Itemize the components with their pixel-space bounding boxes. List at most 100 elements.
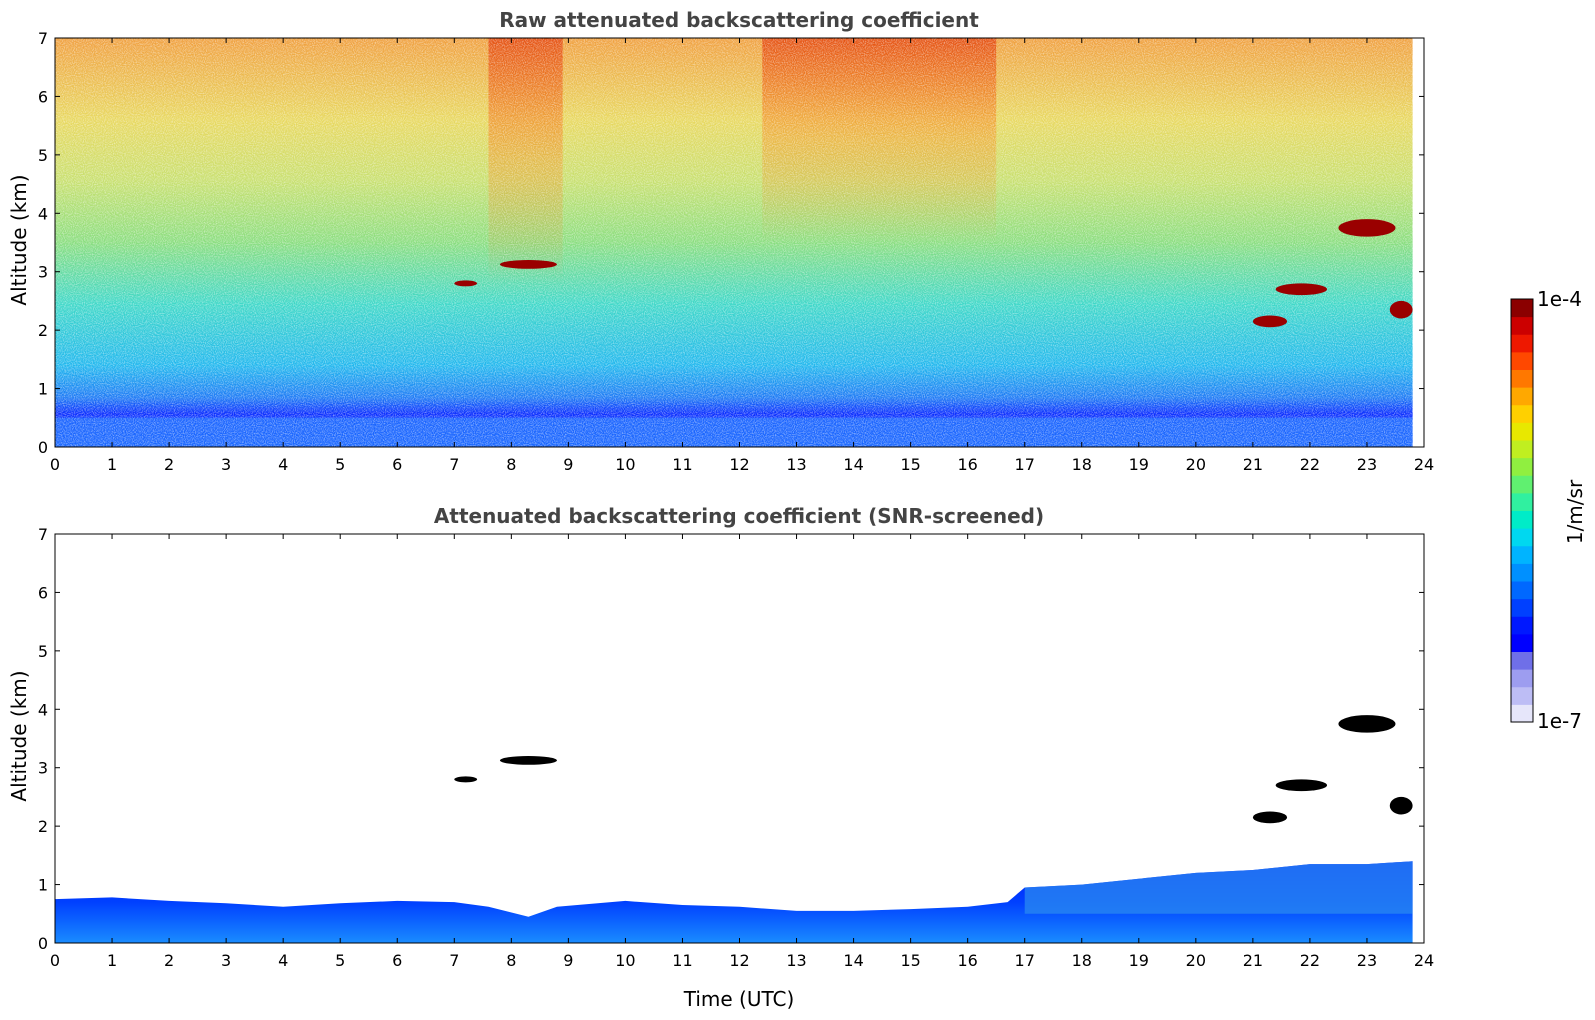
- panel2-xtick-label: 20: [1186, 951, 1206, 970]
- panel2-xtick-label: 22: [1300, 951, 1320, 970]
- cloud-layer: [454, 776, 478, 783]
- panel2-ytick-label: 7: [38, 525, 48, 544]
- panel1-xtick-label: 6: [392, 455, 402, 474]
- colorbar: 1e-4 1e-7 1/m/sr: [1510, 287, 1587, 733]
- panel1-xtick-label: 0: [50, 455, 60, 474]
- panel1-xtick-label: 12: [729, 455, 749, 474]
- colorbar-swatch: [1511, 387, 1533, 406]
- panel1-xtick-label: 3: [221, 455, 231, 474]
- panel1-xtick-label: 18: [1072, 455, 1092, 474]
- cloud-layer: [499, 260, 557, 269]
- panel1-ytick-label: 3: [38, 263, 48, 282]
- panel1-ytick-label: 7: [38, 29, 48, 48]
- colorbar-min-label: 1e-7: [1537, 709, 1582, 733]
- boundary-layer: [55, 861, 1413, 943]
- panel2-xtick-label: 16: [957, 951, 977, 970]
- panel2-xtick-label: 4: [278, 951, 288, 970]
- panel1-heatmap: [55, 38, 1413, 447]
- cloud-layer: [1252, 811, 1288, 824]
- panel1-xtick-label: 10: [615, 455, 635, 474]
- panel2-xtick-label: 14: [843, 951, 863, 970]
- panel2-xtick-label: 9: [563, 951, 573, 970]
- cloud-layer: [1252, 315, 1288, 328]
- panel2-xtick-label: 13: [786, 951, 806, 970]
- panel2-xtick-label: 19: [1129, 951, 1149, 970]
- colorbar-swatches: [1511, 299, 1533, 723]
- panel2-xtick-label: 24: [1414, 951, 1434, 970]
- panel1-xtick-label: 23: [1357, 455, 1377, 474]
- panel1-ytick-label: 1: [38, 380, 48, 399]
- panel1-ytick-label: 6: [38, 87, 48, 106]
- colorbar-swatch: [1511, 369, 1533, 388]
- colorbar-swatch: [1511, 528, 1533, 547]
- panel1-xtick-label: 17: [1015, 455, 1035, 474]
- cloud-layer: [1275, 283, 1328, 296]
- noise-overlay: [55, 38, 1413, 447]
- colorbar-swatch: [1511, 422, 1533, 441]
- panel2-axes: 0 1 2 3 4 5 6 7 8 9 10 11 12 13 14 15 16 17 18 19 20 21 22 23 24…: [38, 525, 1434, 970]
- colorbar-swatch: [1511, 299, 1533, 318]
- panel2-ytick-label: 5: [38, 642, 48, 661]
- panel1-xtick-label: 22: [1300, 455, 1320, 474]
- panel2-xtick-label: 6: [392, 951, 402, 970]
- cloud-layer: [1338, 219, 1396, 237]
- panel1-xtick-label: 19: [1129, 455, 1149, 474]
- colorbar-swatch: [1511, 669, 1533, 688]
- panel2-xtick-label: 17: [1015, 951, 1035, 970]
- panel1-xtick-label: 16: [957, 455, 977, 474]
- panel2-xtick-label: 23: [1357, 951, 1377, 970]
- panel2-ytick-label: 2: [38, 817, 48, 836]
- panel1-xtick-label: 11: [672, 455, 692, 474]
- colorbar-swatch: [1511, 404, 1533, 423]
- panel1-xtick-label: 20: [1186, 455, 1206, 474]
- panel1-xtick-label: 24: [1414, 455, 1434, 474]
- colorbar-swatch: [1511, 704, 1533, 723]
- raw-backscatter-panel: Raw attenuated backscattering coefficien…: [7, 8, 1434, 474]
- cloud-layer: [499, 756, 557, 765]
- panel2-ytick-label: 6: [38, 583, 48, 602]
- panel2-ytick-label: 4: [38, 700, 48, 719]
- colorbar-swatch: [1511, 475, 1533, 494]
- panel1-xtick-label: 9: [563, 455, 573, 474]
- panel1-xtick-label: 21: [1243, 455, 1263, 474]
- panel1-ylabel: Altitude (km): [7, 174, 31, 305]
- colorbar-swatch: [1511, 492, 1533, 511]
- panel1-xtick-label: 8: [506, 455, 516, 474]
- panel2-ytick-label: 0: [38, 934, 48, 953]
- colorbar-swatch: [1511, 440, 1533, 459]
- colorbar-swatch: [1511, 316, 1533, 335]
- panel2-xtick-label: 15: [900, 951, 920, 970]
- panel1-xtick-label: 15: [900, 455, 920, 474]
- snr-screened-panel: Attenuated backscattering coefficient (S…: [7, 504, 1434, 1011]
- panel2-xlabel: Time (UTC): [683, 987, 795, 1011]
- cloud-layer: [1389, 300, 1413, 319]
- colorbar-swatch: [1511, 351, 1533, 370]
- panel2-xtick-label: 10: [615, 951, 635, 970]
- colorbar-swatch: [1511, 633, 1533, 652]
- panel2-ylabel: Altitude (km): [7, 670, 31, 801]
- panel1-title: Raw attenuated backscattering coefficien…: [499, 8, 979, 32]
- panel1-xtick-label: 7: [449, 455, 459, 474]
- colorbar-swatch: [1511, 563, 1533, 582]
- colorbar-frame: [1510, 298, 1534, 723]
- panel1-xtick-label: 2: [164, 455, 174, 474]
- cloud-layer: [454, 280, 478, 287]
- colorbar-unit-label: 1/m/sr: [1563, 479, 1587, 544]
- colorbar-swatch: [1511, 598, 1533, 617]
- colorbar-swatch: [1511, 457, 1533, 476]
- colorbar-swatch: [1511, 334, 1533, 353]
- panel2-xtick-label: 18: [1072, 951, 1092, 970]
- panel2-xtick-label: 21: [1243, 951, 1263, 970]
- panel2-xtick-label: 8: [506, 951, 516, 970]
- panel1-xtick-label: 13: [786, 455, 806, 474]
- colorbar-max-label: 1e-4: [1537, 287, 1582, 311]
- panel1-xtick-label: 4: [278, 455, 288, 474]
- panel2-ytick-label: 1: [38, 876, 48, 895]
- panel2-xtick-label: 1: [107, 951, 117, 970]
- colorbar-swatch: [1511, 686, 1533, 705]
- panel2-heatmap: [55, 715, 1413, 943]
- colorbar-swatch: [1511, 510, 1533, 529]
- panel1-axes: 0 1 2 3 4 5 6 7 8 9 10 11 12 13 14 15 16 17 18 19 20 21 22 23 24…: [38, 29, 1434, 474]
- panel2-xtick-label: 7: [449, 951, 459, 970]
